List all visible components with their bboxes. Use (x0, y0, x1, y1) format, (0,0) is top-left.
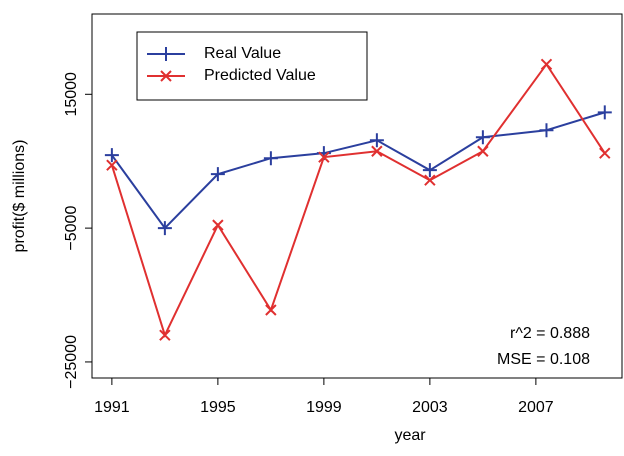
x-tick-label: 2007 (518, 399, 554, 416)
series-line (111, 111, 606, 230)
x-tick-label: 2003 (412, 399, 448, 416)
y-tick-label: 15000 (63, 72, 80, 117)
point-marker (265, 304, 277, 316)
point-marker (210, 167, 225, 182)
point-marker (599, 147, 611, 159)
legend-label: Predicted Value (204, 67, 316, 84)
point-marker (371, 145, 383, 157)
x-tick-label: 1995 (200, 399, 236, 416)
point-marker (157, 221, 172, 236)
point-marker (369, 133, 384, 148)
legend-marker (159, 47, 173, 61)
series-line (110, 62, 606, 338)
point-marker (159, 329, 171, 341)
point-marker (106, 159, 118, 171)
point-marker (422, 163, 437, 178)
legend (136, 31, 368, 101)
point-marker (477, 145, 489, 157)
point-marker (540, 58, 553, 71)
y-tick-label: −5000 (63, 206, 80, 251)
point-marker (424, 174, 436, 186)
point-marker (212, 219, 224, 231)
y-axis-label: profit($ millions) (11, 140, 28, 253)
plot-frame (91, 13, 623, 379)
y-tick-label: −25000 (63, 335, 80, 389)
annotation: MSE = 0.108 (497, 351, 590, 368)
x-tick-label: 1999 (306, 399, 342, 416)
point-marker (263, 151, 278, 166)
x-tick-label: 1991 (94, 399, 130, 416)
point-marker (475, 130, 490, 145)
annotation: r^2 = 0.888 (510, 325, 590, 342)
point-marker (597, 105, 612, 120)
x-axis-label: year (394, 427, 426, 444)
legend-marker (160, 70, 172, 82)
legend-label: Real Value (204, 45, 281, 62)
point-marker (539, 123, 554, 138)
point-marker (318, 151, 330, 163)
point-marker (104, 148, 119, 163)
